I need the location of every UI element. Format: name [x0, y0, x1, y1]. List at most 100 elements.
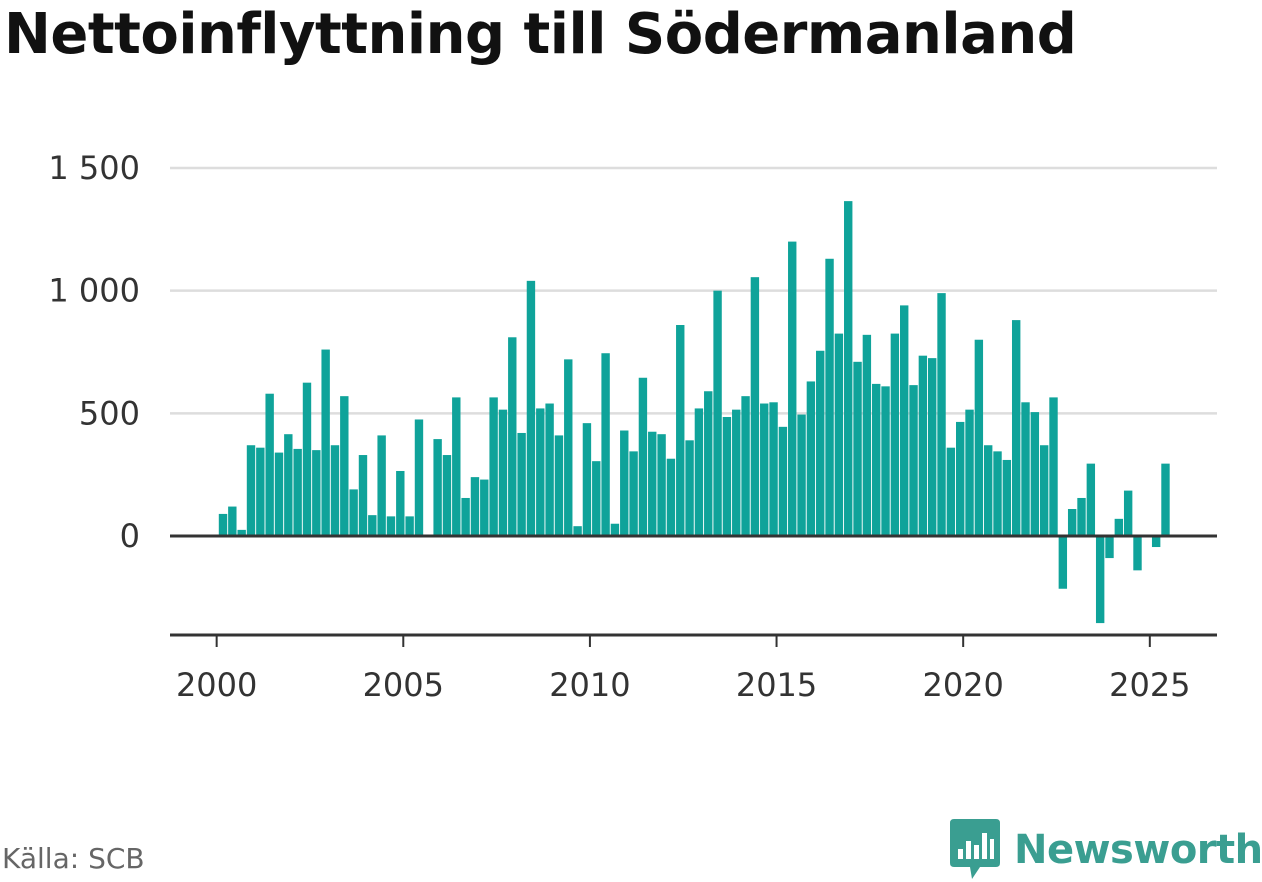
source-note: Källa: SCB: [2, 842, 145, 875]
bar: [704, 391, 713, 536]
bar: [284, 434, 293, 536]
bar: [442, 455, 452, 536]
bar: [806, 381, 816, 536]
chart-title: Nettoinflyttning till Södermanland: [4, 2, 1077, 67]
bar: [293, 448, 302, 536]
bar: [788, 241, 797, 536]
bar: [508, 337, 517, 536]
brand-logo: Newsworthy: [950, 818, 1262, 882]
bar: [816, 350, 825, 536]
bar: [918, 355, 928, 536]
bar: [377, 435, 386, 536]
bar: [228, 506, 237, 536]
newsworthy-logo-icon: [950, 819, 1000, 879]
x-axis-labels: 2000 2005 2010 2015 2020 2025: [176, 635, 1191, 704]
bar: [648, 431, 657, 536]
bar: [946, 447, 956, 536]
bar: [750, 277, 760, 536]
bar: [1011, 320, 1021, 536]
bar: [414, 419, 424, 536]
bar: [778, 426, 788, 536]
bar: [340, 396, 349, 536]
y-tick-label: 1 500: [48, 149, 140, 187]
bar: [564, 359, 573, 536]
bar: [452, 397, 461, 536]
x-tick-label: 2010: [549, 666, 630, 704]
bar: [1105, 536, 1114, 559]
y-axis-labels: 0 500 1 000 1 500: [48, 149, 140, 555]
bar: [592, 461, 601, 536]
x-tick-label: 2025: [1109, 666, 1190, 704]
bar: [694, 408, 704, 536]
bar: [890, 333, 900, 536]
bar: [983, 445, 993, 536]
bar: [928, 358, 937, 536]
bar: [629, 451, 638, 536]
bar: [1086, 463, 1096, 536]
x-tick-label: 2005: [363, 666, 444, 704]
x-tick-label: 2015: [736, 666, 817, 704]
bar: [573, 526, 582, 536]
bar: [666, 458, 676, 536]
bar: [900, 305, 909, 536]
bar: [265, 393, 274, 536]
bar: [620, 430, 629, 536]
bar: [638, 377, 648, 536]
bar: [302, 382, 312, 536]
bar: [517, 432, 526, 536]
bar: [956, 421, 965, 536]
bar: [937, 293, 946, 536]
bar: [396, 470, 405, 536]
bar: [498, 409, 508, 536]
bar: [433, 439, 442, 536]
bar: [1030, 412, 1040, 536]
bar: [1058, 536, 1068, 589]
bar: [545, 403, 554, 536]
bar: [825, 258, 834, 536]
bar: [321, 349, 330, 536]
bar: [1095, 536, 1105, 624]
x-tick-label: 2000: [176, 666, 257, 704]
bar: [834, 333, 844, 536]
bar: [1161, 463, 1170, 536]
bar: [237, 529, 246, 536]
bar: [1123, 490, 1133, 536]
bar: [676, 325, 685, 536]
bar: [461, 497, 470, 536]
y-tick-label: 1 000: [48, 272, 140, 310]
brand-name: Newsworthy: [1014, 827, 1262, 873]
bar: [274, 452, 284, 536]
bar: [1039, 445, 1049, 536]
bar: [1021, 402, 1030, 536]
bar: [797, 414, 806, 536]
bar: [853, 361, 862, 536]
y-tick-label: 500: [79, 394, 140, 432]
y-tick-label: 0: [120, 517, 140, 555]
bar: [218, 513, 228, 536]
x-tick-label: 2020: [922, 666, 1003, 704]
bar: [1151, 536, 1161, 548]
bar: [1002, 459, 1012, 536]
bar: [722, 417, 732, 536]
bar: [741, 396, 750, 536]
bar: [760, 403, 769, 536]
bar: [769, 402, 778, 536]
bar: [526, 280, 536, 536]
bar: [1077, 497, 1086, 536]
bar: [480, 479, 489, 536]
bar: [872, 383, 881, 536]
bar: [909, 385, 918, 536]
bar: [470, 477, 480, 536]
bar: [965, 409, 974, 536]
bar: [554, 435, 564, 536]
axes: [170, 534, 1217, 637]
bar: [582, 423, 592, 536]
bar: [246, 445, 256, 536]
bar: [368, 515, 377, 536]
bar: [349, 489, 358, 536]
bar: [536, 408, 545, 536]
bar: [330, 445, 340, 536]
bar: [312, 450, 321, 536]
bar: [881, 386, 890, 536]
